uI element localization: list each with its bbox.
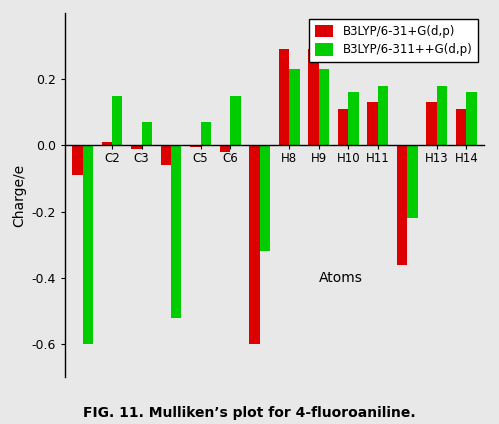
Bar (82, 145, 93, 344)
Bar (437, 86, 447, 145)
Bar (230, 95, 241, 145)
Text: Atoms: Atoms (319, 271, 363, 285)
Bar (308, 49, 319, 145)
Text: FIG. 11. Mulliken’s plot for 4-fluoroaniline.: FIG. 11. Mulliken’s plot for 4-fluoroani… (83, 406, 416, 420)
Bar (319, 69, 329, 145)
Bar (348, 92, 359, 145)
Bar (397, 145, 407, 265)
Bar (171, 145, 182, 318)
Bar (427, 102, 437, 145)
Bar (201, 122, 211, 145)
Bar (131, 145, 142, 149)
Bar (190, 145, 201, 147)
Y-axis label: Charge/e: Charge/e (12, 164, 26, 226)
Bar (378, 86, 388, 145)
Bar (220, 145, 230, 152)
Legend: B3LYP/6-31+G(d,p), B3LYP/6-311++G(d,p): B3LYP/6-31+G(d,p), B3LYP/6-311++G(d,p) (309, 19, 478, 62)
Bar (367, 102, 378, 145)
Bar (161, 145, 171, 165)
Bar (72, 145, 82, 175)
Bar (250, 145, 259, 344)
Bar (142, 122, 152, 145)
Bar (112, 95, 122, 145)
Bar (467, 92, 477, 145)
Bar (338, 109, 348, 145)
Bar (289, 69, 299, 145)
Bar (102, 142, 112, 145)
Bar (456, 109, 467, 145)
Bar (279, 49, 289, 145)
Bar (407, 145, 418, 218)
Bar (259, 145, 270, 251)
